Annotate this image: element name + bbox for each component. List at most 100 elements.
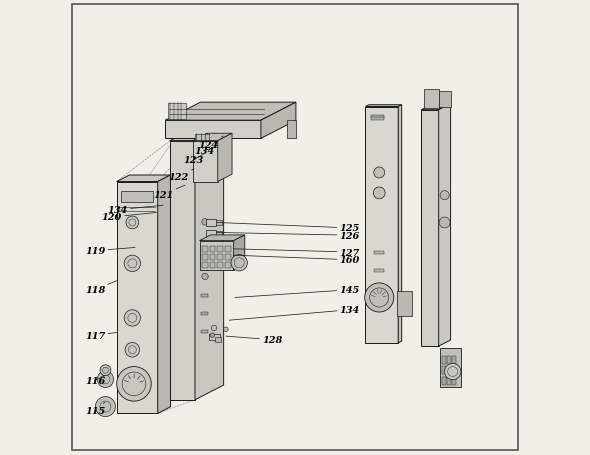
Bar xyxy=(440,349,461,387)
Polygon shape xyxy=(218,134,232,182)
Bar xyxy=(201,294,208,297)
Circle shape xyxy=(440,191,449,200)
Circle shape xyxy=(124,310,140,326)
Bar xyxy=(209,334,220,340)
Bar xyxy=(447,377,451,385)
Circle shape xyxy=(224,327,228,332)
Polygon shape xyxy=(365,106,402,107)
Text: 128: 128 xyxy=(226,335,283,344)
Polygon shape xyxy=(158,176,171,414)
Polygon shape xyxy=(117,182,158,414)
Bar xyxy=(373,270,384,273)
Polygon shape xyxy=(165,121,261,139)
Bar xyxy=(217,263,223,268)
Bar xyxy=(206,219,217,227)
Bar xyxy=(452,366,455,374)
Text: 115: 115 xyxy=(85,402,105,415)
Circle shape xyxy=(202,273,208,280)
Bar xyxy=(202,246,208,252)
Bar xyxy=(452,356,455,364)
Polygon shape xyxy=(261,103,296,139)
Bar xyxy=(217,220,222,226)
Polygon shape xyxy=(193,142,218,182)
Circle shape xyxy=(124,256,140,272)
Bar xyxy=(217,231,222,237)
Polygon shape xyxy=(170,126,224,142)
Bar xyxy=(209,254,215,260)
Polygon shape xyxy=(170,142,195,400)
Polygon shape xyxy=(234,235,245,271)
Circle shape xyxy=(96,397,116,417)
Circle shape xyxy=(365,283,394,312)
Polygon shape xyxy=(365,107,398,343)
Text: 127: 127 xyxy=(234,248,360,257)
Polygon shape xyxy=(438,104,451,346)
Bar xyxy=(209,246,215,252)
Polygon shape xyxy=(117,176,171,182)
Polygon shape xyxy=(199,241,234,271)
Text: 134: 134 xyxy=(229,306,360,320)
Bar xyxy=(287,121,296,139)
Bar xyxy=(442,366,446,374)
Bar xyxy=(225,263,231,268)
Text: 125: 125 xyxy=(217,223,360,233)
Text: 118: 118 xyxy=(85,281,117,294)
Text: 120: 120 xyxy=(102,213,156,222)
Bar xyxy=(447,356,451,364)
Bar xyxy=(201,330,208,334)
Circle shape xyxy=(117,367,151,401)
Bar xyxy=(225,246,231,252)
Bar xyxy=(452,377,455,385)
Bar xyxy=(371,116,384,119)
Bar xyxy=(442,377,446,385)
Bar xyxy=(442,356,446,364)
Circle shape xyxy=(373,167,385,178)
Bar xyxy=(447,366,451,374)
Polygon shape xyxy=(195,126,224,400)
Bar xyxy=(122,191,153,202)
Circle shape xyxy=(202,247,208,253)
Text: 134: 134 xyxy=(194,147,215,156)
Text: 145: 145 xyxy=(235,286,360,298)
Text: 126: 126 xyxy=(217,231,360,240)
Polygon shape xyxy=(193,134,232,142)
Bar xyxy=(217,254,223,260)
Circle shape xyxy=(231,255,247,271)
Circle shape xyxy=(211,325,217,331)
Circle shape xyxy=(444,364,461,380)
Text: 122: 122 xyxy=(169,169,194,181)
Bar xyxy=(438,91,451,107)
Bar xyxy=(206,230,217,238)
Circle shape xyxy=(97,371,114,388)
Circle shape xyxy=(439,217,450,228)
Bar xyxy=(202,263,208,268)
Bar xyxy=(225,254,231,260)
Polygon shape xyxy=(421,108,442,111)
Bar xyxy=(209,263,215,268)
Bar xyxy=(215,337,221,342)
Bar xyxy=(424,90,438,108)
Text: 116: 116 xyxy=(85,376,105,385)
Text: 134: 134 xyxy=(108,206,163,215)
Polygon shape xyxy=(199,235,245,241)
Polygon shape xyxy=(421,111,438,346)
Bar xyxy=(373,252,384,255)
Text: 124: 124 xyxy=(199,137,223,149)
Bar xyxy=(217,246,223,252)
Bar xyxy=(195,135,209,141)
Text: 117: 117 xyxy=(85,331,117,340)
Text: 123: 123 xyxy=(183,155,204,165)
Text: 121: 121 xyxy=(153,186,185,199)
Bar xyxy=(397,291,412,316)
Bar xyxy=(201,312,208,315)
Circle shape xyxy=(202,219,208,226)
Circle shape xyxy=(125,343,140,357)
Polygon shape xyxy=(398,106,402,343)
Bar xyxy=(202,254,208,260)
Bar xyxy=(168,104,186,120)
Circle shape xyxy=(210,333,215,338)
Text: 119: 119 xyxy=(85,247,135,256)
Bar xyxy=(371,118,384,121)
Circle shape xyxy=(373,187,385,199)
Circle shape xyxy=(100,365,111,376)
